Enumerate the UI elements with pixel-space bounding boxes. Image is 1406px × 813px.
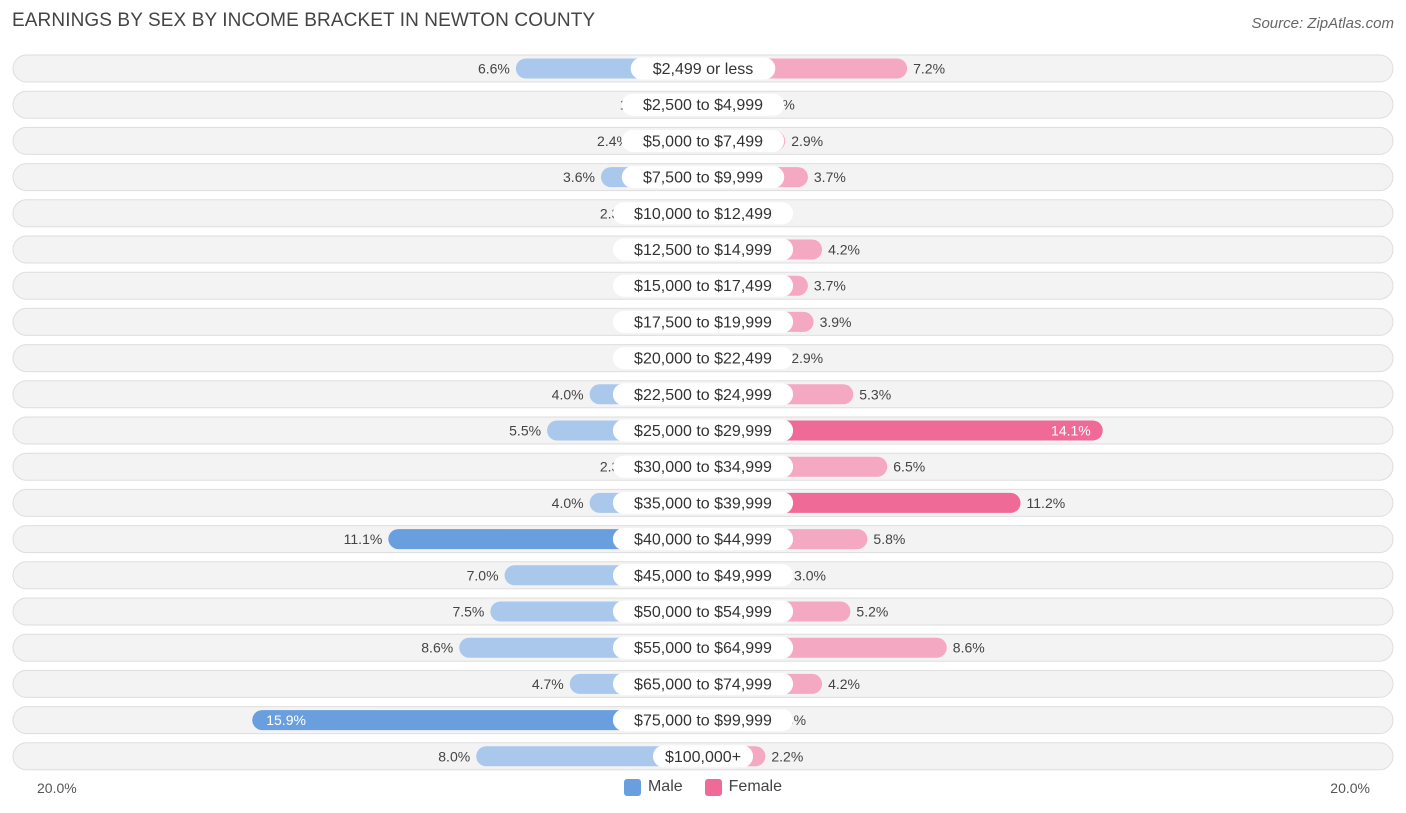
female-value-label: 5.8%: [873, 531, 905, 547]
axis-max-label: 20.0%: [1330, 780, 1370, 796]
category-label: $7,500 to $9,999: [643, 170, 763, 187]
female-value-label: 2.9%: [791, 133, 823, 149]
male-value-label: 15.9%: [266, 712, 306, 728]
category-pill: [612, 709, 794, 732]
category-pill: [630, 57, 776, 80]
female-value-label: 2.9%: [791, 350, 823, 366]
category-label: $45,000 to $49,999: [634, 568, 772, 585]
category-label: $75,000 to $99,999: [634, 713, 772, 730]
female-value-label: 6.5%: [893, 459, 925, 475]
male-value-label: 3.6%: [563, 169, 595, 185]
diverging-bar-chart: 6.6%7.2%$2,499 or less1.6%1.9%$2,500 to …: [12, 54, 1394, 771]
male-value-label: 5.5%: [509, 423, 541, 439]
category-label: $20,000 to $22,499: [634, 351, 772, 368]
category-pill: [612, 636, 794, 659]
male-bar: [476, 746, 703, 767]
male-value-label: 7.5%: [452, 604, 484, 620]
category-label: $65,000 to $74,999: [634, 676, 772, 693]
category-label: $50,000 to $54,999: [634, 604, 772, 621]
female-value-label: 5.3%: [859, 386, 891, 402]
category-label: $2,499 or less: [653, 61, 754, 78]
category-label: $100,000+: [665, 749, 741, 766]
category-label: $22,500 to $24,999: [634, 387, 772, 404]
female-value-label: 3.7%: [814, 278, 846, 294]
female-value-label: 3.9%: [820, 314, 852, 330]
category-pill: [612, 564, 794, 587]
female-value-label: 3.7%: [814, 169, 846, 185]
male-value-label: 8.0%: [438, 748, 470, 764]
female-value-label: 7.2%: [913, 61, 945, 77]
category-pill: [621, 129, 785, 152]
category-pill: [612, 600, 794, 623]
legend-item-female[interactable]: Female: [704, 778, 783, 796]
female-value-label: 4.2%: [828, 242, 860, 258]
legend-label-female: Female: [728, 778, 783, 795]
category-pill: [652, 745, 754, 768]
male-value-label: 6.6%: [478, 61, 510, 77]
female-value-label: 11.2%: [1027, 495, 1066, 511]
category-pill: [612, 455, 794, 478]
female-value-label: 5.2%: [856, 604, 888, 620]
legend-item-male[interactable]: Male: [623, 778, 683, 796]
axis-min-label: 20.0%: [37, 780, 77, 796]
category-pill: [612, 274, 794, 297]
male-value-label: 2.4%: [597, 133, 629, 149]
chart-title: EARNINGS BY SEX BY INCOME BRACKET IN NEW…: [12, 10, 596, 31]
category-pill: [612, 202, 794, 225]
legend-swatch-female: [704, 778, 722, 796]
category-pill: [612, 528, 794, 551]
category-label: $30,000 to $34,999: [634, 459, 772, 476]
category-pill: [612, 347, 794, 370]
category-label: $5,000 to $7,499: [643, 133, 763, 150]
category-pill: [612, 672, 794, 695]
category-pill: [621, 166, 785, 189]
male-bar: [252, 710, 704, 731]
female-value-label: 3.0%: [794, 567, 826, 583]
category-pill: [612, 419, 794, 442]
category-pill: [612, 238, 794, 261]
category-label: $12,500 to $14,999: [634, 242, 772, 259]
category-pill: [612, 491, 794, 514]
male-value-label: 4.7%: [532, 676, 564, 692]
category-label: $10,000 to $12,499: [634, 206, 772, 223]
legend: Male Female: [0, 778, 1406, 796]
category-label: $15,000 to $17,499: [634, 278, 772, 295]
legend-label-male: Male: [647, 778, 683, 795]
category-label: $25,000 to $29,999: [634, 423, 772, 440]
male-value-label: 8.6%: [421, 640, 453, 656]
male-value-label: 11.1%: [344, 531, 383, 547]
category-label: $17,500 to $19,999: [634, 314, 772, 331]
male-value-label: 7.0%: [467, 567, 499, 583]
category-label: $40,000 to $44,999: [634, 532, 772, 549]
category-pill: [612, 310, 794, 333]
category-pill: [612, 383, 794, 406]
legend-swatch-male: [623, 778, 641, 796]
category-label: $55,000 to $64,999: [634, 640, 772, 657]
female-value-label: 2.2%: [771, 748, 803, 764]
male-value-label: 4.0%: [552, 495, 584, 511]
category-label: $35,000 to $39,999: [634, 495, 772, 512]
female-value-label: 14.1%: [1051, 423, 1091, 439]
female-value-label: 8.6%: [953, 640, 985, 656]
male-value-label: 4.0%: [552, 386, 584, 402]
female-value-label: 4.2%: [828, 676, 860, 692]
chart-source: Source: ZipAtlas.com: [1251, 15, 1394, 32]
female-bar: [703, 420, 1103, 441]
category-pill: [621, 93, 785, 116]
category-label: $2,500 to $4,999: [643, 97, 763, 114]
